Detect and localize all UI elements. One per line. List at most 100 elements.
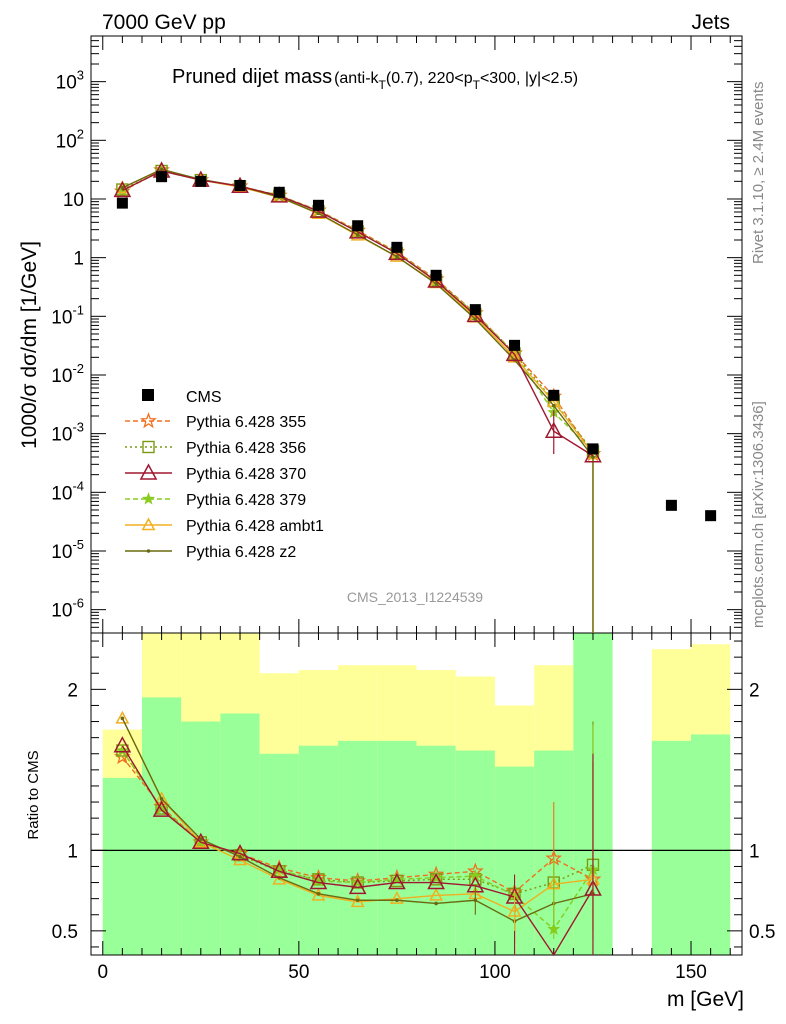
x-tick-label: 150 [675,962,707,983]
band-green [651,740,692,955]
y-tick-label: 10-5 [51,537,84,563]
x-tick-label: 0 [97,962,108,983]
p370-marker [505,344,524,362]
energy-label: 7000 GeV pp [102,11,226,34]
ambt1-marker [115,710,130,724]
y-tick-label: 1 [67,841,78,862]
p370-legend-label: Pythia 6.428 370 [186,466,306,483]
cms-point [195,175,207,187]
p355-marker [140,412,157,429]
cms-point [116,197,128,209]
cms-point [587,443,599,455]
cms-point [509,339,521,351]
ambt1-marker [350,227,365,241]
z2-legend-label: Pythia 6.428 z2 [186,544,296,561]
ambt1-marker [350,894,365,908]
cms-point [352,220,364,232]
p370-marker [191,832,210,850]
plot-title: Pruned dijet mass (anti-kT(0.7), 220<pT<3… [172,66,578,92]
z2-marker [473,317,478,321]
rivet-label: Rivet 3.1.10, ≥ 2.4M events [750,82,767,265]
y-tick-label: 1 [73,249,84,270]
z2-marker [355,233,360,237]
x-tick-label: 50 [288,962,309,983]
ambt1-line [122,168,594,455]
z2-marker [591,455,595,459]
p356-legend-label: Pythia 6.428 356 [186,440,306,457]
x-axis-label: m [GeV] [667,988,744,1011]
p370-marker [152,800,171,817]
p370-marker [584,446,602,463]
ratio-axes: 0 50 100 150 0.5 0.5 1 1 2 2 [52,633,775,983]
p370-marker [113,736,132,753]
p370-marker [388,872,406,890]
p379-legend-label: Pythia 6.428 379 [186,492,306,509]
y-tick-label: 10 [63,190,84,211]
analysis-id: CMS_2013_I1224539 [347,589,483,605]
p370-marker [231,843,249,861]
z2-marker [146,549,151,553]
z2-marker [159,167,164,172]
ratio-uncertainty-bands [102,633,731,955]
ratio-series-layer [113,710,602,957]
y-tick-label: 103 [56,68,84,94]
legend-cms-marker [142,389,154,401]
y-tick-label: 10-2 [51,361,84,387]
process-label: Jets [691,11,730,34]
ambt1-marker [429,887,444,901]
cms-point [430,269,442,281]
band-green [455,750,495,955]
p379-line [122,170,594,452]
y-tick-label: 10-1 [51,302,84,328]
z2-marker [238,854,242,859]
legend: CMS Pythia 6.428 355 Pythia 6.428 356 Pythi… [125,389,324,561]
mcplots-label: mcplots.cern.ch [arXiv:1306.3436] [750,401,767,628]
y-tick-label: 0.5 [52,922,78,943]
band-green [141,697,182,955]
x-tick-label: 100 [479,962,511,983]
p370-marker [427,872,445,890]
z2-marker [120,186,125,190]
z2-marker [395,254,399,259]
band-green [691,734,731,955]
cms-point [156,171,168,183]
p379-marker [429,870,443,884]
z2-marker [434,901,438,906]
main-series-layer [113,161,717,633]
ambt1-marker [193,834,208,848]
cms-point [312,199,324,211]
p370-marker [139,463,158,480]
cms-point [391,241,403,253]
band-green [377,740,417,955]
band-green [259,753,299,955]
p370-marker [309,872,328,890]
p379-marker [115,743,129,757]
ambt1-marker [389,891,404,904]
y-tick-label: 10-6 [51,596,84,622]
main-ylabel: 1000/σ dσ/dm [1/GeV] [18,241,41,449]
legend-cms-label: CMS [186,389,222,406]
z2-marker [551,403,556,408]
p370-marker [270,861,289,879]
p379-marker [390,872,404,885]
z2-marker [159,797,164,801]
y-tick-label: 10-4 [51,478,84,504]
p379-marker [141,492,156,505]
main-axes: 10-6 10-5 10-4 10-3 10-2 10-1 1 10 102 103 [51,35,742,634]
p355-legend-label: Pythia 6.428 355 [186,414,306,431]
z2-marker [434,281,438,286]
z2-marker [120,716,125,721]
cms-point [234,179,246,191]
z2-marker [199,837,203,841]
p356-line [122,170,594,452]
p356-marker [142,440,155,454]
y-tick-label-right: 2 [749,680,760,701]
z2-marker [355,898,360,903]
p355-line [122,169,594,455]
p370-marker [348,877,367,895]
y-tick-label: 10-3 [51,420,84,446]
ambt1-legend-label: Pythia 6.428 ambt1 [186,518,324,535]
y-tick-label: 102 [56,126,84,152]
band-green [338,740,378,955]
